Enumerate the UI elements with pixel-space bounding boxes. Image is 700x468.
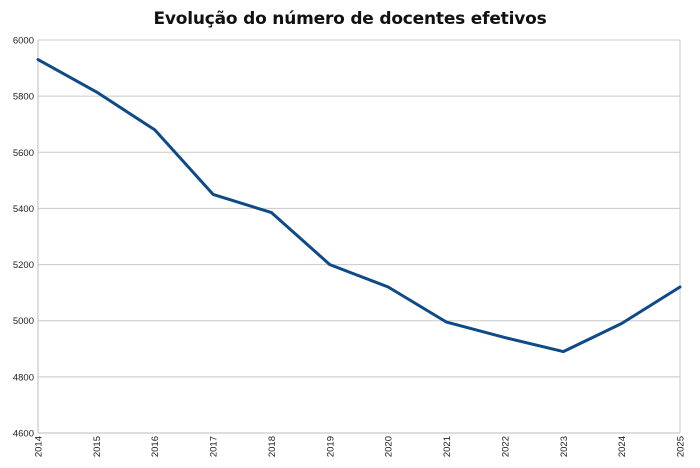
x-tick-label: 2016 xyxy=(150,436,161,457)
axis-layer xyxy=(37,40,680,434)
x-axis-ticks: 2014 2015 2016 2017 2018 2019 2020 2021 2022 2023… xyxy=(34,436,687,457)
x-tick-label: 2019 xyxy=(325,436,336,457)
y-axis-ticks: 4600 4800 5000 5200 5400 5600 5800 6000 xyxy=(13,36,34,440)
y-tick-label: 6000 xyxy=(13,36,34,47)
y-tick-label: 4800 xyxy=(13,372,34,383)
y-tick-label: 4600 xyxy=(13,429,34,440)
x-tick-label: 2025 xyxy=(676,436,687,457)
y-tick-label: 5400 xyxy=(13,204,34,215)
x-tick-label: 2020 xyxy=(384,436,395,457)
x-tick-label: 2021 xyxy=(442,436,453,457)
y-tick-label: 5800 xyxy=(13,92,34,103)
series-layer xyxy=(36,58,682,354)
grid-layer xyxy=(38,39,681,434)
x-tick-label: 2023 xyxy=(559,436,570,457)
x-tick-label: 2018 xyxy=(267,436,278,457)
x-tick-label: 2024 xyxy=(617,436,628,457)
y-tick-label: 5200 xyxy=(13,260,34,271)
x-tick-label: 2022 xyxy=(500,436,511,457)
x-tick-label: 2017 xyxy=(209,436,220,457)
y-tick-label: 5000 xyxy=(13,316,34,327)
chart-title: Evolução do número de docentes efetivos xyxy=(153,9,547,29)
x-tick-label: 2015 xyxy=(92,436,103,457)
series-line xyxy=(36,58,682,354)
y-tick-label: 5600 xyxy=(13,148,34,159)
x-tick-label: 2014 xyxy=(34,436,45,457)
